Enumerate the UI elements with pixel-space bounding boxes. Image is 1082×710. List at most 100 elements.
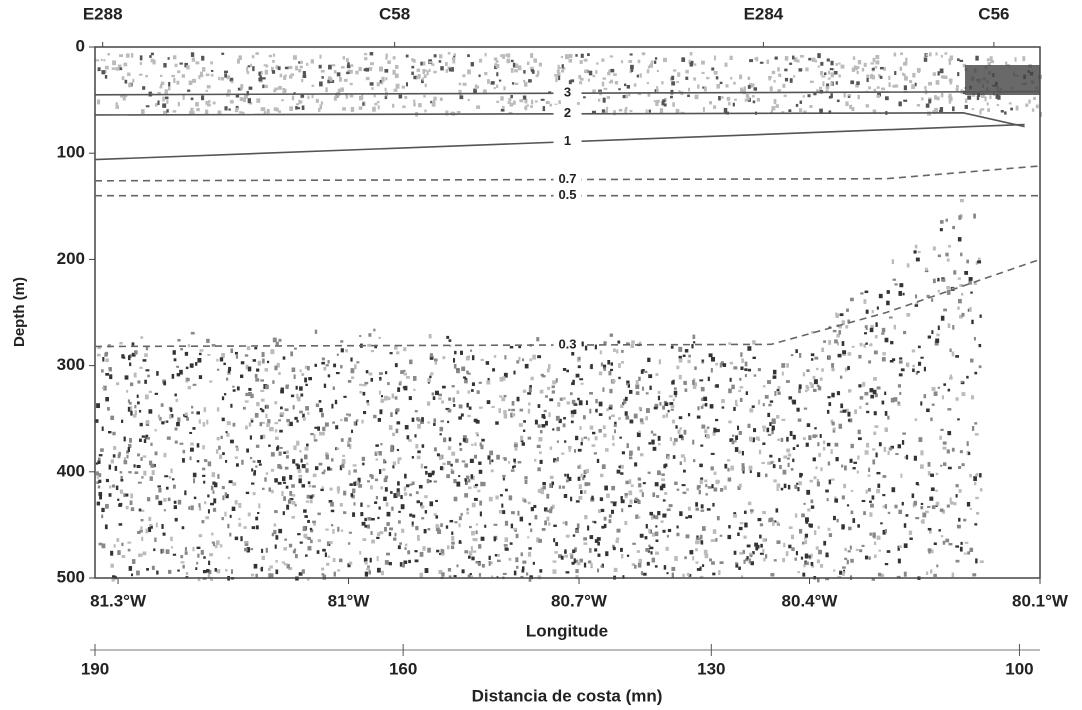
echo-dot [438, 54, 443, 59]
echo-dot [836, 391, 841, 396]
echo-dot [291, 494, 296, 497]
echo-dot [664, 402, 669, 407]
echo-dot [110, 550, 114, 556]
echo-dot [726, 459, 731, 462]
echo-dot [759, 552, 764, 555]
echo-dot [786, 436, 789, 442]
echo-dot [286, 418, 290, 423]
echo-dot [212, 101, 216, 105]
echo-dot [279, 446, 283, 449]
echo-dot [468, 478, 471, 483]
echo-dot [186, 377, 190, 382]
echo-dot [879, 66, 884, 70]
echo-dot [408, 439, 412, 442]
echo-dot [826, 442, 831, 447]
echo-dot [602, 77, 606, 80]
echo-dot [350, 493, 354, 497]
echo-dot [648, 442, 652, 445]
echo-dot [196, 561, 199, 565]
echo-dot [472, 538, 477, 541]
echo-dot [397, 481, 400, 486]
x-tick-label: 80.4°W [782, 591, 839, 610]
x2-axis-label: Distancia de costa (mn) [472, 686, 663, 705]
echo-dot [701, 60, 705, 65]
echo-dot [320, 101, 324, 105]
echo-dot [969, 507, 972, 510]
echo-dot [427, 472, 432, 478]
echo-dot [396, 448, 400, 452]
echo-dot [111, 67, 116, 70]
echo-dot [302, 74, 307, 79]
echo-dot [925, 103, 930, 108]
echo-dot [678, 90, 681, 93]
echo-dot [650, 60, 654, 63]
echo-dot [453, 363, 457, 369]
echo-dot [366, 568, 371, 571]
echo-dot [464, 379, 468, 384]
echo-dot [964, 98, 968, 103]
echo-dot [300, 94, 305, 98]
echo-dot [584, 482, 589, 485]
echo-dot [255, 573, 258, 578]
echo-dot [629, 499, 633, 504]
echo-dot [847, 411, 851, 417]
echo-dot [709, 558, 713, 562]
echo-dot [848, 526, 852, 531]
echo-dot [914, 304, 919, 307]
echo-dot [239, 374, 244, 379]
echo-dot [459, 350, 463, 355]
echo-dot [550, 506, 553, 511]
echo-dot [360, 512, 364, 517]
echo-dot [236, 386, 240, 391]
echo-dot [645, 523, 648, 529]
echo-dot [901, 440, 905, 445]
echo-dot [127, 541, 132, 544]
echo-dot [802, 372, 806, 377]
echo-dot [842, 409, 847, 413]
echo-dot [935, 52, 938, 56]
echo-dot [748, 83, 753, 88]
echo-dot [179, 442, 184, 445]
echo-dot [264, 368, 269, 372]
echo-dot [481, 438, 485, 442]
echo-dot [563, 416, 566, 420]
echo-dot [340, 348, 344, 353]
echo-dot [384, 560, 389, 565]
echo-dot [238, 522, 242, 527]
echo-dot [318, 462, 323, 466]
echo-dot [671, 566, 676, 571]
echo-dot [638, 341, 642, 345]
echo-dot [122, 97, 126, 101]
echo-dot [308, 485, 312, 488]
echo-dot [606, 493, 610, 498]
echo-dot [257, 459, 262, 463]
contour-label: 2 [564, 105, 571, 120]
echo-dot [323, 574, 326, 580]
echo-dot [974, 474, 979, 477]
echo-dot [537, 488, 542, 493]
echo-dot [177, 70, 181, 74]
echo-dot [137, 530, 141, 535]
echo-dot [151, 565, 155, 570]
echo-dot [673, 390, 678, 396]
echo-dot [858, 384, 862, 388]
echo-dot [448, 437, 452, 442]
echo-dot [317, 512, 321, 516]
echo-dot [285, 384, 289, 390]
echo-dot [735, 562, 738, 565]
echo-dot [237, 87, 242, 91]
echo-dot [570, 410, 575, 414]
echo-dot [610, 368, 614, 372]
echo-dot [713, 70, 718, 75]
echo-dot [460, 413, 464, 417]
echo-dot [394, 363, 398, 368]
echo-dot [212, 507, 217, 512]
echo-dot [580, 53, 584, 58]
echo-dot [670, 408, 674, 411]
echo-dot [332, 421, 336, 424]
echo-dot [224, 492, 228, 496]
echo-dot [225, 431, 228, 434]
echo-dot [247, 366, 252, 372]
echo-dot [568, 53, 573, 58]
echo-dot [254, 346, 258, 350]
